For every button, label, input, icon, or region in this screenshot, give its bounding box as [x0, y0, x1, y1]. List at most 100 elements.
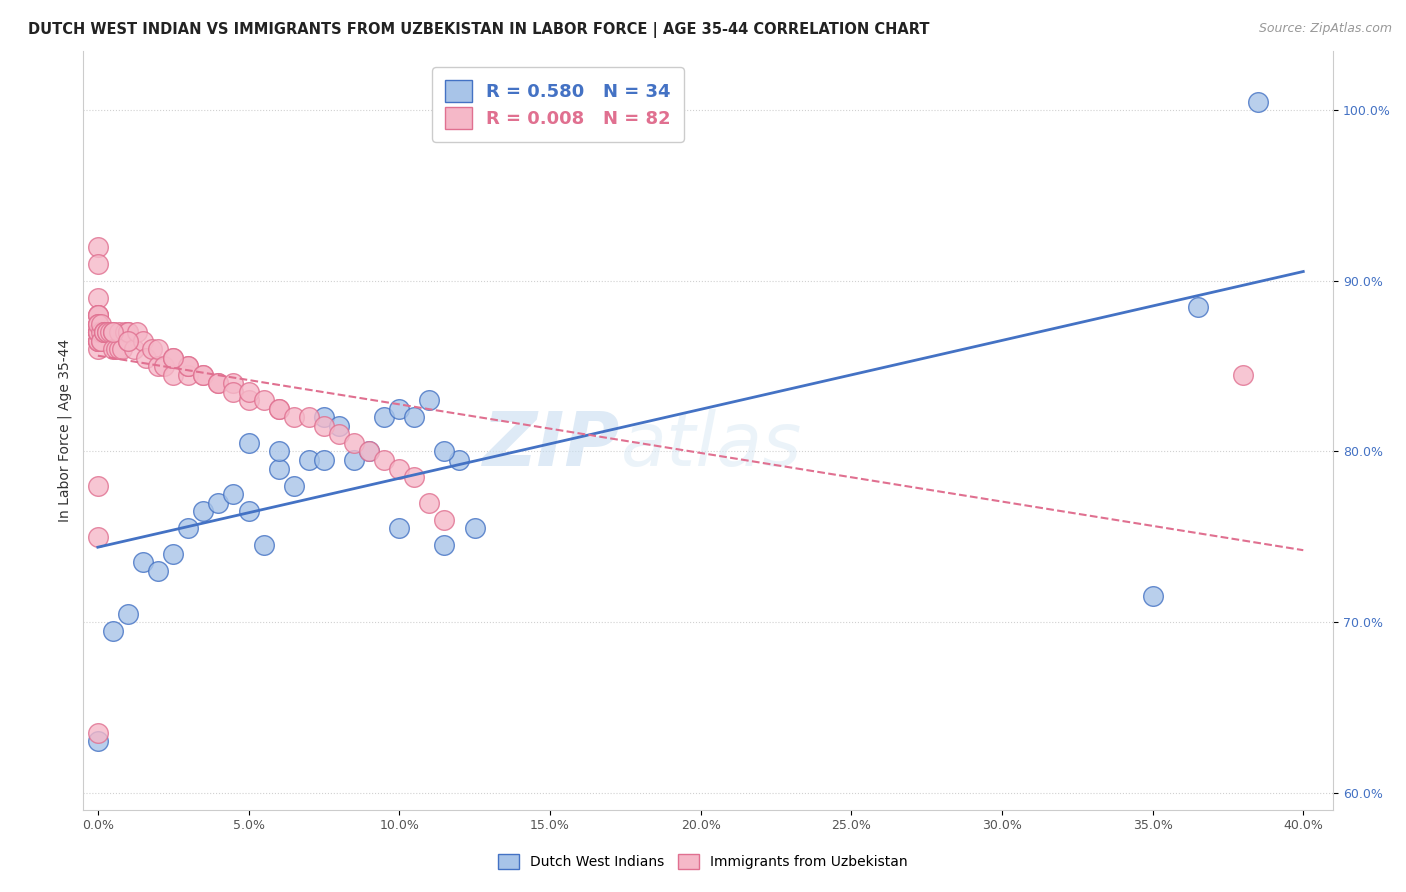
Point — [222, 487, 245, 501]
Point — [96, 325, 118, 339]
Point — [359, 444, 381, 458]
Point — [449, 453, 471, 467]
Point — [90, 317, 112, 331]
Point — [267, 444, 290, 458]
Point — [1187, 300, 1209, 314]
Point — [359, 444, 381, 458]
Legend: R = 0.580   N = 34, R = 0.008   N = 82: R = 0.580 N = 34, R = 0.008 N = 82 — [432, 67, 683, 142]
Point — [111, 342, 134, 356]
Point — [177, 521, 200, 535]
Point — [101, 624, 124, 638]
Point — [117, 607, 139, 621]
Point — [90, 334, 112, 348]
Point — [177, 359, 200, 374]
Point — [343, 453, 366, 467]
Point — [312, 410, 335, 425]
Point — [177, 359, 200, 374]
Point — [87, 325, 110, 339]
Point — [87, 308, 110, 322]
Point — [87, 342, 110, 356]
Point — [108, 342, 131, 356]
Point — [87, 291, 110, 305]
Point — [238, 436, 260, 450]
Point — [87, 308, 110, 322]
Point — [87, 325, 110, 339]
Text: Source: ZipAtlas.com: Source: ZipAtlas.com — [1258, 22, 1392, 36]
Point — [433, 513, 456, 527]
Point — [132, 334, 155, 348]
Point — [1247, 95, 1270, 109]
Point — [222, 376, 245, 391]
Point — [96, 325, 118, 339]
Point — [162, 547, 184, 561]
Point — [238, 384, 260, 399]
Point — [222, 384, 245, 399]
Point — [117, 334, 139, 348]
Point — [101, 325, 124, 339]
Point — [207, 496, 229, 510]
Point — [283, 410, 305, 425]
Point — [298, 410, 321, 425]
Point — [87, 325, 110, 339]
Point — [87, 334, 110, 348]
Point — [87, 240, 110, 254]
Point — [404, 470, 426, 484]
Point — [328, 427, 350, 442]
Point — [388, 461, 411, 475]
Point — [146, 564, 169, 578]
Point — [87, 530, 110, 544]
Point — [101, 325, 124, 339]
Point — [87, 257, 110, 271]
Point — [93, 325, 115, 339]
Point — [312, 418, 335, 433]
Point — [267, 401, 290, 416]
Point — [87, 317, 110, 331]
Point — [207, 376, 229, 391]
Point — [238, 504, 260, 518]
Y-axis label: In Labor Force | Age 35-44: In Labor Force | Age 35-44 — [58, 339, 72, 522]
Point — [87, 317, 110, 331]
Point — [90, 334, 112, 348]
Point — [267, 461, 290, 475]
Point — [343, 436, 366, 450]
Point — [87, 317, 110, 331]
Point — [162, 351, 184, 365]
Point — [252, 538, 274, 552]
Point — [87, 334, 110, 348]
Point — [117, 334, 139, 348]
Point — [404, 410, 426, 425]
Point — [98, 325, 121, 339]
Point — [464, 521, 486, 535]
Point — [162, 351, 184, 365]
Point — [298, 453, 321, 467]
Point — [267, 401, 290, 416]
Point — [418, 393, 440, 408]
Point — [87, 325, 110, 339]
Point — [135, 351, 157, 365]
Point — [93, 325, 115, 339]
Point — [193, 368, 215, 382]
Point — [238, 393, 260, 408]
Point — [122, 342, 145, 356]
Point — [388, 521, 411, 535]
Point — [433, 444, 456, 458]
Point — [193, 504, 215, 518]
Point — [312, 453, 335, 467]
Point — [177, 368, 200, 382]
Point — [87, 308, 110, 322]
Text: atlas: atlas — [620, 409, 801, 482]
Point — [104, 342, 127, 356]
Point — [141, 342, 163, 356]
Point — [125, 325, 148, 339]
Point — [87, 325, 110, 339]
Point — [87, 478, 110, 492]
Point — [93, 325, 115, 339]
Point — [193, 368, 215, 382]
Point — [87, 334, 110, 348]
Point — [87, 726, 110, 740]
Legend: Dutch West Indians, Immigrants from Uzbekistan: Dutch West Indians, Immigrants from Uzbe… — [491, 847, 915, 876]
Point — [373, 410, 395, 425]
Point — [153, 359, 176, 374]
Point — [87, 325, 110, 339]
Point — [87, 734, 110, 748]
